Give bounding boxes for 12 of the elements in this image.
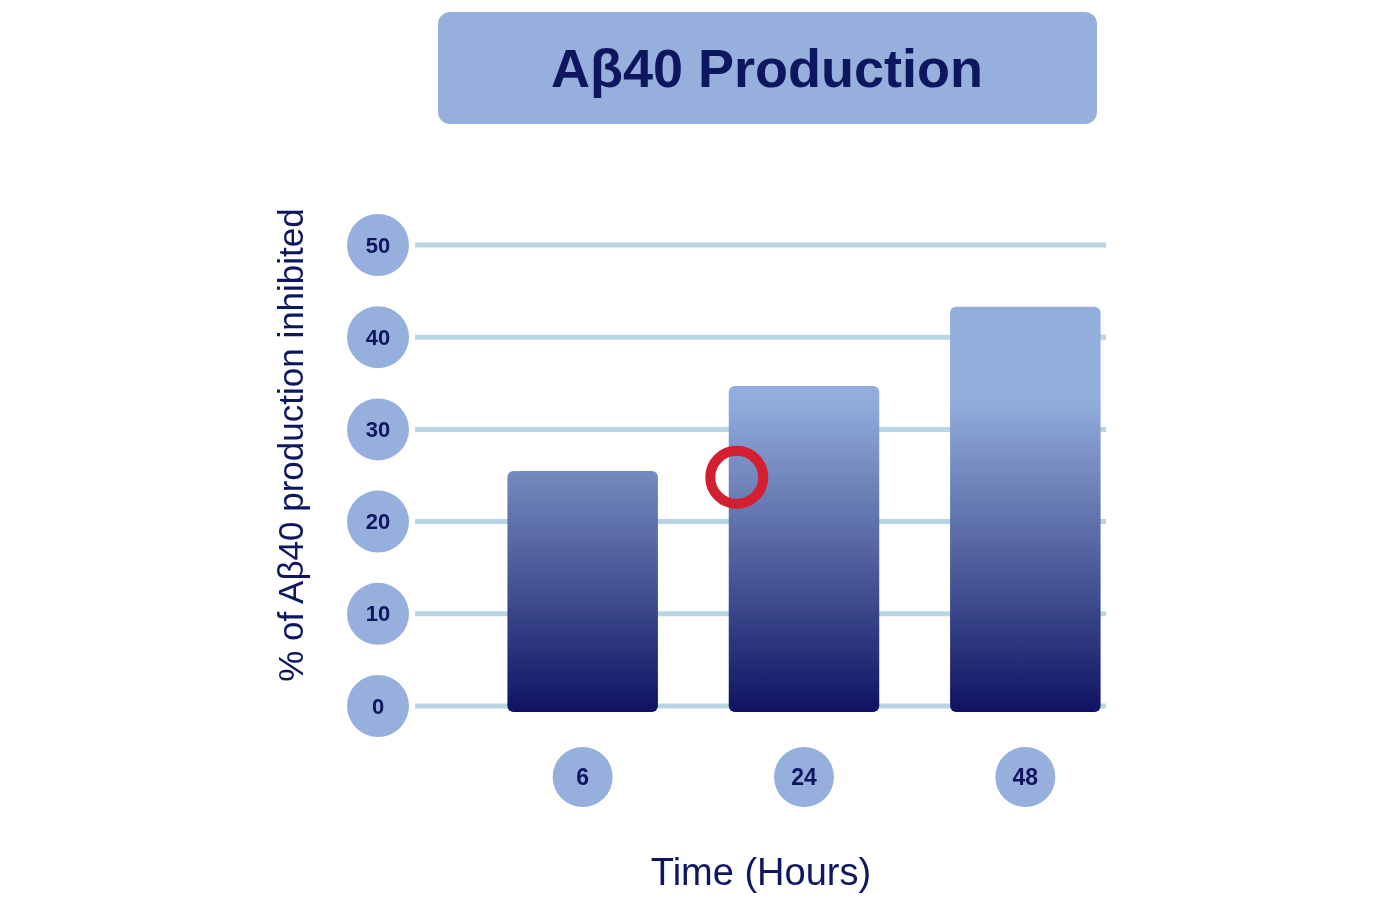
x-tick-label: 6 — [576, 764, 590, 790]
x-axis-title: Time (Hours) — [650, 851, 872, 893]
chart-title: Aβ40 Production — [551, 38, 983, 98]
y-tick-label: 40 — [365, 324, 391, 350]
x-tick-label: 48 — [1012, 764, 1039, 790]
y-axis-title: % of Aβ40 production inhibited — [270, 208, 310, 682]
x-tick-label: 24 — [791, 764, 817, 790]
y-tick-label: 10 — [365, 601, 391, 627]
y-tick-label: 20 — [365, 509, 391, 535]
y-tick-label: 0 — [371, 693, 385, 719]
y-tick-label: 50 — [365, 232, 391, 258]
y-tick-label: 30 — [365, 416, 391, 442]
